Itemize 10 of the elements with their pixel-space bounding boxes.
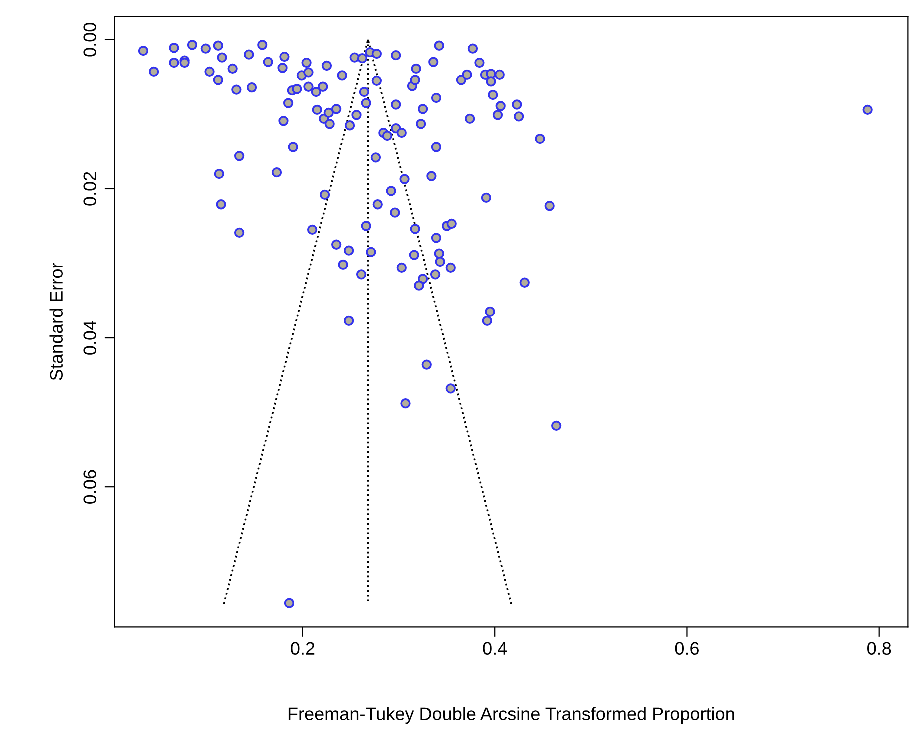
y-axis-title: Standard Error	[50, 263, 64, 380]
x-axis-title: Freeman-Tukey Double Arcsine Transformed Proportion	[288, 707, 734, 724]
x-tick-label: 0.6	[675, 642, 699, 656]
x-tick-label: 0.4	[483, 642, 508, 656]
y-tick-label: 0.06	[84, 470, 97, 504]
y-tick-label: 0.00	[84, 23, 97, 57]
y-tick-label: 0.02	[84, 172, 97, 206]
x-tick-label: 0.2	[291, 642, 315, 656]
y-tick-label: 0.04	[84, 320, 97, 355]
x-tick-label: 0.8	[868, 642, 892, 656]
